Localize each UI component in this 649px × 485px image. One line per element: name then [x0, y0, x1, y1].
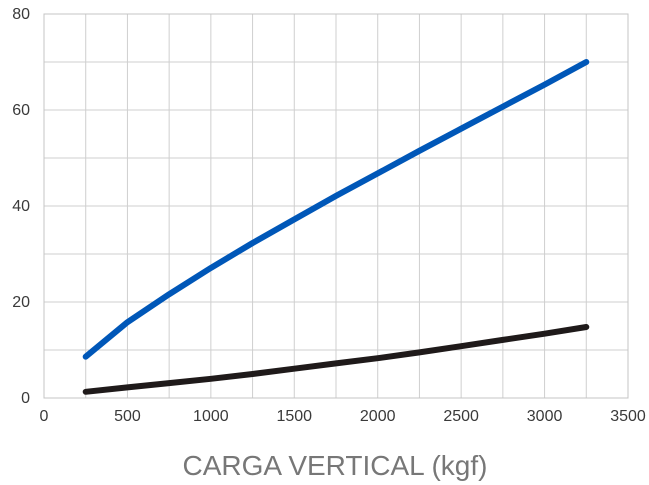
series-line-1 [82, 59, 590, 360]
x-tick-label: 1500 [276, 408, 312, 425]
series-layer [82, 59, 590, 395]
y-tick-label: 20 [12, 294, 30, 311]
x-tick-label: 3000 [527, 408, 563, 425]
tick-labels: 0 500 1000 1500 2000 2500 3000 3500 0 20 40 60 80 [12, 6, 646, 425]
x-tick-label: 2500 [443, 408, 479, 425]
grid [43, 13, 629, 399]
y-tick-label: 80 [12, 6, 30, 23]
plot-frame [43, 13, 629, 399]
y-tick-label: 40 [12, 198, 30, 215]
x-tick-label: 500 [114, 408, 141, 425]
y-tick-label: 60 [12, 102, 30, 119]
x-axis-title: CARGA VERTICAL (kgf) [183, 450, 488, 481]
x-tick-label: 1000 [193, 408, 229, 425]
x-tick-label: 2000 [360, 408, 396, 425]
x-tick-label: 3500 [610, 408, 646, 425]
x-tick-label: 0 [40, 408, 49, 425]
y-tick-label: 0 [21, 390, 30, 407]
series-line-2 [82, 324, 590, 395]
